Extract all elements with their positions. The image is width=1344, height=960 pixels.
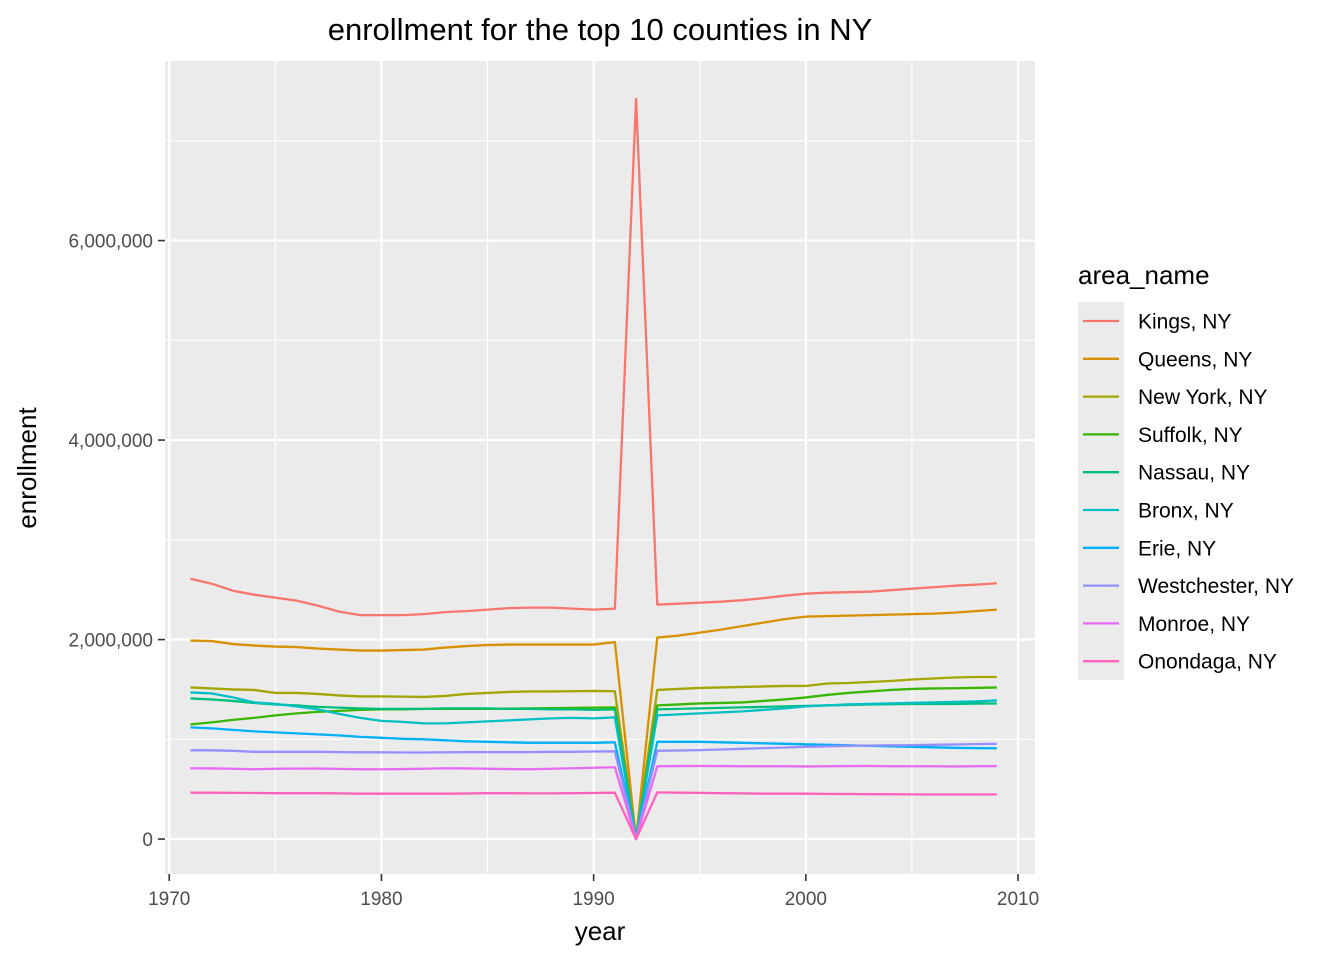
x-axis-title: year	[575, 916, 626, 946]
legend-label: Bronx, NY	[1138, 500, 1234, 523]
series-line	[190, 791, 997, 841]
legend-label: Nassau, NY	[1138, 462, 1250, 485]
legend-key-background	[1078, 302, 1124, 680]
y-axis-title: enrollment	[12, 407, 42, 529]
y-tick-label: 6,000,000	[68, 232, 153, 253]
grid-minor	[165, 61, 1035, 874]
legend-label: Kings, NY	[1138, 311, 1231, 334]
legend-label: Westchester, NY	[1138, 575, 1294, 598]
legend-label: Onondaga, NY	[1138, 651, 1277, 674]
x-axis: 1970 1980 1990 2000 2010	[148, 874, 1039, 910]
x-tick-label: 2000	[785, 889, 827, 910]
chart-title: enrollment for the top 10 counties in NY	[328, 12, 873, 47]
x-tick-label: 1980	[360, 889, 402, 910]
series-line	[190, 608, 997, 841]
plot-panel	[165, 61, 1035, 874]
x-tick-label: 2010	[997, 889, 1039, 910]
y-tick-label: 0	[142, 830, 153, 851]
legend-title: area_name	[1078, 260, 1210, 290]
y-tick-label: 2,000,000	[68, 631, 153, 652]
y-axis: 0 2,000,000 4,000,000 6,000,000	[68, 232, 165, 851]
legend-label: Erie, NY	[1138, 537, 1216, 560]
x-tick-label: 1970	[148, 889, 190, 910]
series-line	[190, 691, 997, 841]
x-tick-label: 1990	[572, 889, 614, 910]
series-line	[190, 764, 997, 841]
series-line	[190, 97, 997, 617]
y-tick-label: 4,000,000	[68, 431, 153, 452]
legend-label: Suffolk, NY	[1138, 424, 1243, 447]
series-lines	[190, 97, 997, 841]
series-line	[190, 742, 997, 841]
legend-label: New York, NY	[1138, 386, 1268, 409]
legend-label: Queens, NY	[1138, 348, 1252, 371]
legend-label: Monroe, NY	[1138, 613, 1250, 636]
legend-items: Kings, NY Queens, NY New York, NY Suffolk, …	[1083, 311, 1294, 674]
series-line	[190, 675, 997, 841]
legend: area_name Kings, NY Queens, NY New York, N…	[1078, 260, 1294, 680]
